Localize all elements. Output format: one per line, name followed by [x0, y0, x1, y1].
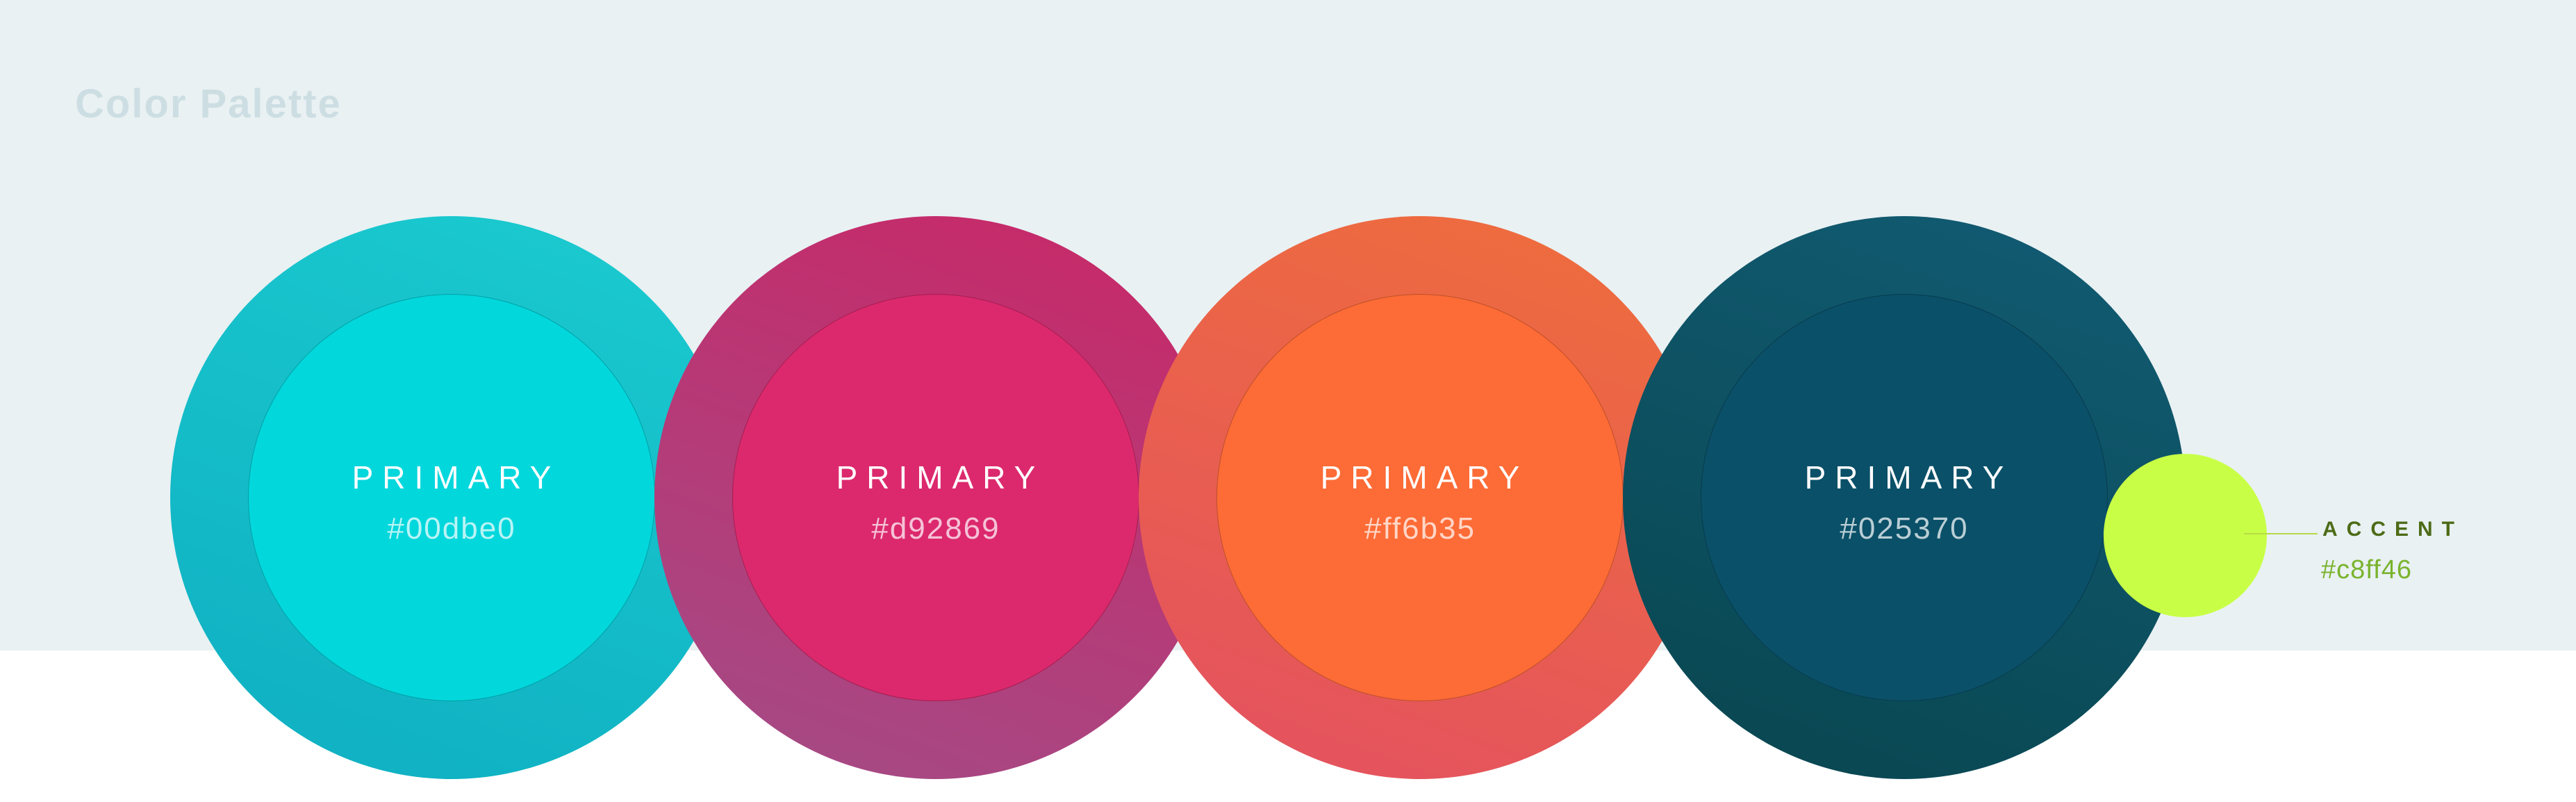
primary-swatch-circle-1: PRIMARY #00dbe0 [170, 216, 733, 779]
swatch-hex-value: #00dbe0 [387, 512, 516, 546]
accent-swatch-circle [2104, 454, 2267, 617]
swatch-hex-value: #025370 [1840, 512, 1969, 546]
primary-swatch-inner-3: PRIMARY #ff6b35 [1216, 294, 1624, 701]
primary-swatch-inner-4: PRIMARY #025370 [1701, 294, 2108, 701]
swatch-label: PRIMARY [836, 459, 1045, 496]
swatch-label: PRIMARY [352, 459, 561, 496]
swatch-hex-value: #d92869 [871, 512, 1000, 546]
accent-hex-value: #c8ff46 [2321, 555, 2412, 584]
primary-swatch-circle-4: PRIMARY #025370 [1623, 216, 2186, 779]
accent-label: ACCENT [2322, 518, 2463, 541]
primary-swatch-circle-3: PRIMARY #ff6b35 [1139, 216, 1701, 779]
swatch-label: PRIMARY [1320, 459, 1529, 496]
page-title: Color Palette [75, 81, 342, 126]
accent-callout-line [2244, 533, 2318, 534]
primary-swatch-circle-2: PRIMARY #d92869 [654, 216, 1217, 779]
swatch-hex-value: #ff6b35 [1364, 512, 1476, 546]
swatch-label: PRIMARY [1804, 459, 2013, 496]
primary-swatch-inner-1: PRIMARY #00dbe0 [248, 294, 655, 701]
primary-swatch-inner-2: PRIMARY #d92869 [732, 294, 1139, 701]
